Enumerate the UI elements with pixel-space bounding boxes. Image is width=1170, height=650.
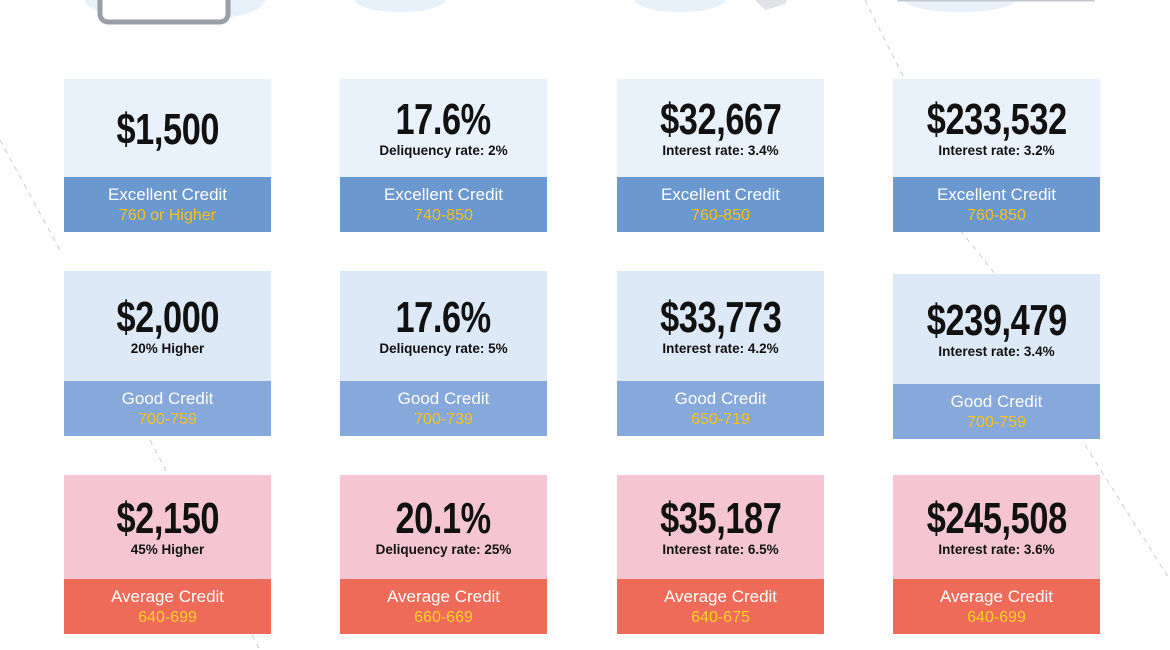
card-note: Interest rate: 3.4% <box>938 344 1055 359</box>
credit-range: 700-739 <box>414 410 473 428</box>
stat-card: $239,479 Interest rate: 3.4% Good Credit 70… <box>893 274 1100 439</box>
card-top: $32,667 Interest rate: 3.4% <box>617 79 824 177</box>
credit-range: 700-759 <box>967 413 1026 431</box>
credit-tier: Good Credit <box>121 388 214 408</box>
credit-range: 760-850 <box>691 206 750 224</box>
credit-tier: Excellent Credit <box>936 184 1057 204</box>
card-bottom: Excellent Credit 760 or Higher <box>64 177 271 232</box>
card-bottom: Excellent Credit 740-850 <box>340 177 547 232</box>
credit-tier: Excellent Credit <box>107 184 228 204</box>
credit-range: 640-699 <box>138 608 197 626</box>
stat-card: $32,667 Interest rate: 3.4% Excellent Cred… <box>617 79 824 232</box>
card-top: $1,500 <box>64 79 271 177</box>
card-top: $33,773 Interest rate: 4.2% <box>617 271 824 381</box>
card-note: Interest rate: 4.2% <box>662 341 779 356</box>
card-bottom: Excellent Credit 760-850 <box>893 177 1100 232</box>
credit-tier: Excellent Credit <box>660 184 781 204</box>
credit-range: 700-759 <box>138 410 197 428</box>
credit-tier: Good Credit <box>674 388 767 408</box>
card-note: Interest rate: 3.2% <box>938 143 1055 158</box>
card-note: Interest rate: 6.5% <box>662 542 779 557</box>
credit-tier: Good Credit <box>397 388 490 408</box>
card-value: 17.6% <box>395 293 492 342</box>
stat-card: $33,773 Interest rate: 4.2% Good Credit 650… <box>617 271 824 436</box>
card-top: $2,000 20% Higher <box>64 271 271 381</box>
card-value: $2,150 <box>116 494 219 543</box>
card-bottom: Average Credit 640-675 <box>617 579 824 634</box>
credit-tier: Average Credit <box>386 586 501 606</box>
credit-range: 640-699 <box>967 608 1026 626</box>
stat-card: $1,500 Excellent Credit 760 or Higher <box>64 79 271 232</box>
credit-tier: Average Credit <box>663 586 778 606</box>
card-bottom: Average Credit 660-669 <box>340 579 547 634</box>
card-value: 17.6% <box>395 95 492 144</box>
card-top: 20.1% Deliquency rate: 25% <box>340 475 547 579</box>
card-note: Interest rate: 3.4% <box>662 143 779 158</box>
card-value: $233,532 <box>926 95 1067 144</box>
credit-range: 640-675 <box>691 608 750 626</box>
stat-card: 17.6% Deliquency rate: 2% Excellent Credit… <box>340 79 547 232</box>
card-top: $35,187 Interest rate: 6.5% <box>617 475 824 579</box>
stat-card: 17.6% Deliquency rate: 5% Good Credit 700-7… <box>340 271 547 436</box>
card-note: Deliquency rate: 25% <box>375 542 512 557</box>
credit-tier: Excellent Credit <box>383 184 504 204</box>
credit-range: 760 or Higher <box>119 206 216 224</box>
card-bottom: Good Credit 700-739 <box>340 381 547 436</box>
card-value: $245,508 <box>926 494 1067 543</box>
card-note: 45% Higher <box>130 542 205 557</box>
card-value: $2,000 <box>116 293 219 342</box>
card-bottom: Good Credit 700-759 <box>64 381 271 436</box>
card-value: $35,187 <box>659 494 782 543</box>
card-bottom: Good Credit 700-759 <box>893 384 1100 439</box>
card-top: $233,532 Interest rate: 3.2% <box>893 79 1100 177</box>
credit-range: 660-669 <box>414 608 473 626</box>
card-bottom: Average Credit 640-699 <box>64 579 271 634</box>
card-note: 20% Higher <box>130 341 205 356</box>
stat-card: $2,150 45% Higher Average Credit 640-699 <box>64 475 271 634</box>
card-top: $2,150 45% Higher <box>64 475 271 579</box>
card-value: $1,500 <box>116 105 219 154</box>
card-bottom: Good Credit 650-719 <box>617 381 824 436</box>
credit-range: 740-850 <box>414 206 473 224</box>
card-note: Deliquency rate: 5% <box>379 341 508 356</box>
card-note: Deliquency rate: 2% <box>379 143 508 158</box>
card-value: 20.1% <box>395 494 492 543</box>
stat-card: $245,508 Interest rate: 3.6% Average Credi… <box>893 475 1100 634</box>
card-top: 17.6% Deliquency rate: 2% <box>340 79 547 177</box>
credit-tier: Average Credit <box>939 586 1054 606</box>
card-bottom: Average Credit 640-699 <box>893 579 1100 634</box>
card-value: $33,773 <box>659 293 782 342</box>
card-note: Interest rate: 3.6% <box>938 542 1055 557</box>
stat-card: $233,532 Interest rate: 3.2% Excellent Cre… <box>893 79 1100 232</box>
stat-card: $2,000 20% Higher Good Credit 700-759 <box>64 271 271 436</box>
card-value: $239,479 <box>926 296 1067 345</box>
card-top: 17.6% Deliquency rate: 5% <box>340 271 547 381</box>
credit-range: 650-719 <box>691 410 750 428</box>
stat-card: 20.1% Deliquency rate: 25% Average Credit 6… <box>340 475 547 634</box>
card-bottom: Excellent Credit 760-850 <box>617 177 824 232</box>
credit-tier: Average Credit <box>110 586 225 606</box>
card-top: $245,508 Interest rate: 3.6% <box>893 475 1100 579</box>
card-value: $32,667 <box>659 95 782 144</box>
stat-card: $35,187 Interest rate: 6.5% Average Credit… <box>617 475 824 634</box>
card-top: $239,479 Interest rate: 3.4% <box>893 274 1100 384</box>
credit-range: 760-850 <box>967 206 1026 224</box>
credit-tier: Good Credit <box>950 391 1043 411</box>
